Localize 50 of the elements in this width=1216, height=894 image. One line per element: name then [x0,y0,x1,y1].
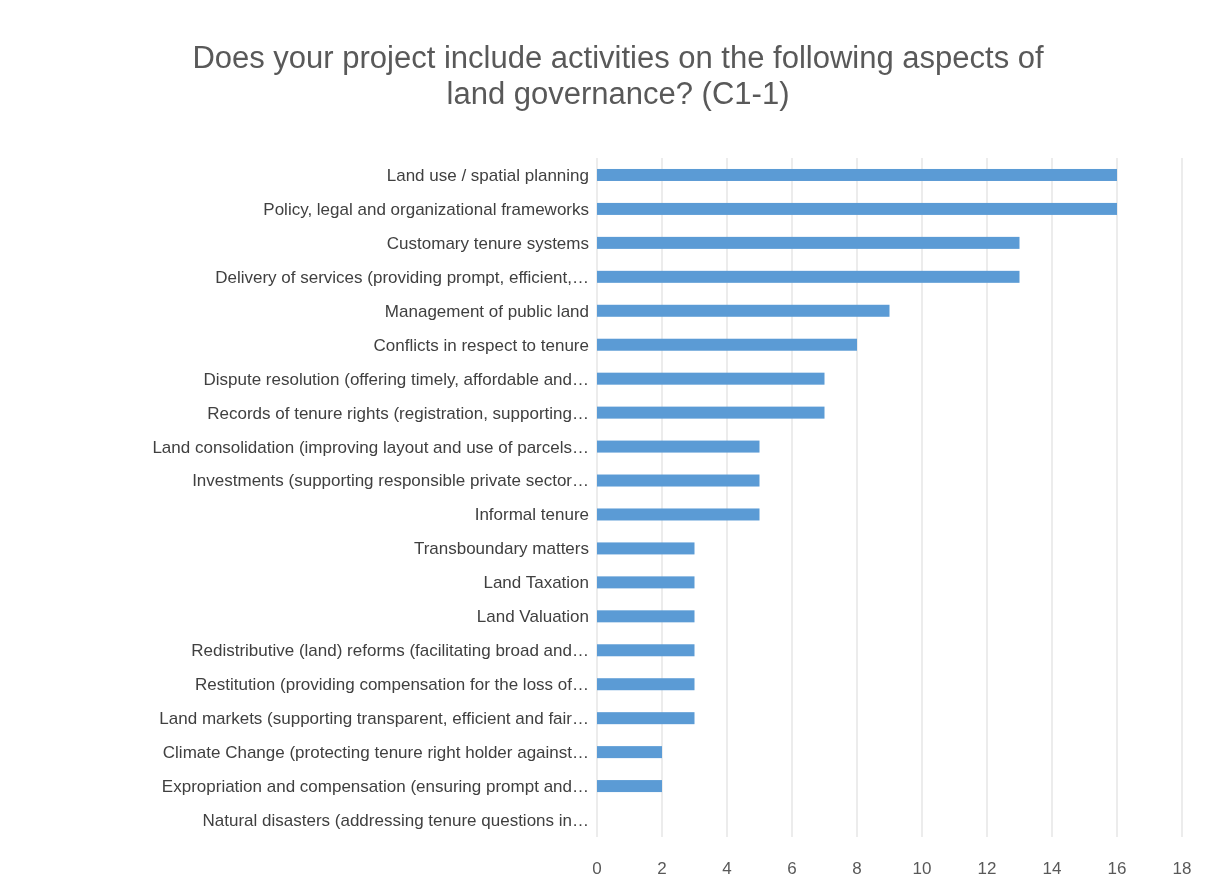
y-tick-label: Land consolidation (improving layout and use of parcels… [152,437,589,457]
bar [597,270,1020,283]
y-tick-label: Policy, legal and organizational frameworks [263,199,589,219]
y-tick-label: Restitution (providing compensation for the loss of… [194,675,589,695]
y-tick-label: Land use / spatial planning [386,165,589,185]
y-tick-label: Delivery of services (providing prompt, efficient,… [215,267,589,287]
y-tick-label: Records of tenure rights (registration, supporting… [207,403,589,423]
y-tick-label: Transboundary matters [413,539,589,559]
bar [597,440,760,453]
x-tick-label: 16 [1107,859,1127,878]
bar [597,168,1117,181]
bar [597,576,695,589]
bar [597,644,695,657]
y-tick-label: Land Taxation [483,573,589,593]
y-tick-label: Dispute resolution (offering timely, affordable and… [203,369,589,389]
bar [597,508,760,521]
bar [597,474,760,487]
bar [597,236,1020,249]
x-tick-label: 18 [1172,859,1192,878]
x-tick-label: 4 [722,859,732,878]
x-tick-label: 0 [592,859,602,878]
x-tick-label: 10 [912,859,932,878]
bar [597,304,890,317]
y-tick-label: Informal tenure [474,505,589,525]
x-tick-label: 12 [977,859,997,878]
bar [597,780,662,793]
y-tick-label: Natural disasters (addressing tenure questions in… [202,810,589,830]
y-tick-label: Expropriation and compensation (ensuring prompt and… [161,777,589,797]
bar [597,202,1117,215]
y-tick-label: Management of public land [384,301,589,321]
y-tick-label: Investments (supporting responsible private sector… [192,471,589,491]
bar [597,610,695,623]
x-tick-label: 14 [1042,859,1062,878]
chart-title: Does your project include activities on the following aspects of land governance? (C1-1) [192,40,1044,111]
bar [597,746,662,759]
x-tick-label: 2 [657,859,667,878]
bar [597,542,695,555]
x-tick-label: 8 [852,859,862,878]
bar [597,712,695,725]
y-tick-label: Redistributive (land) reforms (facilitating broad and… [191,641,589,661]
y-tick-label: Customary tenure systems [386,233,589,253]
y-tick-label: Climate Change (protecting tenure right holder against… [162,743,589,763]
y-tick-label: Conflicts in respect to tenure [373,335,589,355]
bar [597,338,857,351]
y-tick-label: Land Valuation [476,607,589,627]
bar [597,406,825,419]
bar [597,372,825,385]
y-tick-label: Land markets (supporting transparent, efficient and fair… [159,709,589,729]
x-tick-label: 6 [787,859,797,878]
bar [597,678,695,691]
